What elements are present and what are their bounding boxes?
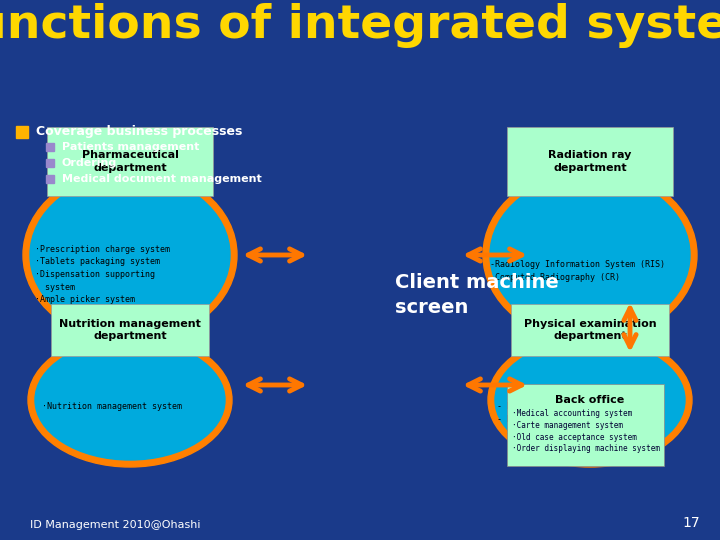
Text: Ordering: Ordering bbox=[62, 158, 117, 168]
Text: - Physical examination system
- Blood drawing tube preparation
  system: - Physical examination system - Blood dr… bbox=[497, 402, 657, 436]
Text: ID Management 2010@Ohashi: ID Management 2010@Ohashi bbox=[30, 520, 200, 530]
Text: Radiation ray
department: Radiation ray department bbox=[549, 150, 631, 173]
FancyBboxPatch shape bbox=[511, 303, 669, 356]
Text: Client machine
screen: Client machine screen bbox=[395, 273, 559, 317]
FancyBboxPatch shape bbox=[507, 127, 673, 196]
Text: Nutrition management
department: Nutrition management department bbox=[59, 319, 201, 341]
Ellipse shape bbox=[35, 340, 225, 460]
Text: ·Nutrition management system: ·Nutrition management system bbox=[42, 402, 182, 411]
Text: ·Prescription charge system
·Tablets packaging system
·Dispensation supporting
 : ·Prescription charge system ·Tablets pac… bbox=[35, 245, 170, 304]
Ellipse shape bbox=[23, 168, 237, 342]
Text: Physical examination
department: Physical examination department bbox=[523, 319, 657, 341]
Text: Coverage business processes: Coverage business processes bbox=[36, 125, 243, 138]
Text: ·Medical accounting system
·Carte management system
·Old case acceptance system
: ·Medical accounting system ·Carte manage… bbox=[513, 409, 660, 454]
Text: Patients management: Patients management bbox=[62, 142, 199, 152]
Ellipse shape bbox=[490, 175, 690, 335]
Ellipse shape bbox=[488, 333, 692, 467]
FancyBboxPatch shape bbox=[47, 127, 213, 196]
Text: -Radiology Information System (RIS)
-Computed Radiography (CR): -Radiology Information System (RIS) -Com… bbox=[490, 260, 665, 281]
Text: 17: 17 bbox=[683, 516, 700, 530]
Text: Medical document management: Medical document management bbox=[62, 174, 262, 184]
Text: Functions of integrated system: Functions of integrated system bbox=[0, 3, 720, 48]
Ellipse shape bbox=[28, 333, 232, 467]
Ellipse shape bbox=[483, 168, 697, 342]
Ellipse shape bbox=[30, 175, 230, 335]
FancyBboxPatch shape bbox=[506, 384, 664, 466]
FancyBboxPatch shape bbox=[51, 303, 209, 356]
Ellipse shape bbox=[495, 340, 685, 460]
Text: Back office: Back office bbox=[555, 395, 625, 405]
Text: Pharmaceutical
department: Pharmaceutical department bbox=[81, 150, 179, 173]
